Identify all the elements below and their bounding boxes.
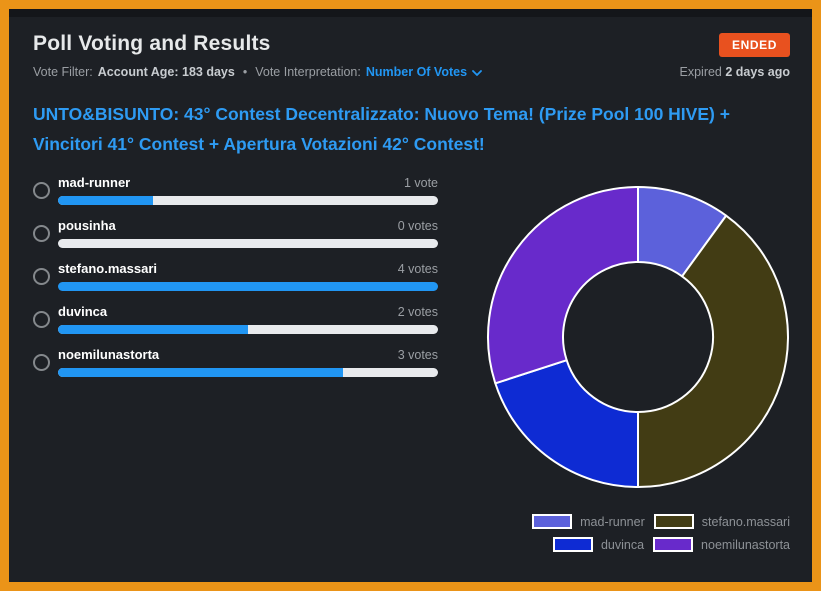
chevron-down-icon <box>472 70 482 76</box>
option-body: noemilunastorta 3 votes <box>58 347 438 377</box>
vote-progress-bar <box>58 325 438 334</box>
option-body: mad-runner 1 vote <box>58 175 438 205</box>
vote-progress-fill <box>58 368 343 377</box>
option-body: pousinha 0 votes <box>58 218 438 248</box>
account-age-value: Account Age: 183 days <box>97 65 235 79</box>
option-vote-count: 3 votes <box>397 348 438 362</box>
vote-filter: Vote Filter: Account Age: 183 days • Vot… <box>33 65 482 79</box>
radio-button[interactable] <box>33 267 50 285</box>
radio-button[interactable] <box>33 310 50 328</box>
option-label: duvinca <box>58 304 108 319</box>
poll-panel: Poll Voting and Results ENDED Vote Filte… <box>9 17 812 582</box>
vote-progress-fill <box>58 196 153 205</box>
status-badge: ENDED <box>718 33 790 57</box>
chart-segment-duvinca[interactable] <box>494 359 639 488</box>
vote-progress-fill <box>58 282 438 291</box>
radio-button[interactable] <box>33 224 50 242</box>
legend-swatch <box>532 514 573 529</box>
poll-question: UNTO&BISUNTO: 43° Contest Decentralizzat… <box>33 104 730 154</box>
chart-segment-noemilunastorta[interactable] <box>487 186 639 385</box>
filter-row: Vote Filter: Account Age: 183 days • Vot… <box>33 65 790 79</box>
option-body: duvinca 2 votes <box>58 304 438 334</box>
poll-options-list: mad-runner 1 vote pousinha 0 votes stefano.m… <box>33 175 438 377</box>
legend-label: noemilunastorta <box>701 537 790 552</box>
chart-legend: mad-runner stefano.massari duvinca noemilun… <box>532 514 790 552</box>
vote-filter-label: Vote Filter: <box>33 65 93 79</box>
poll-option: mad-runner 1 vote <box>33 175 438 205</box>
radio-button[interactable] <box>33 181 50 199</box>
vote-interpretation-value: Number Of Votes <box>365 65 468 79</box>
option-vote-count: 2 votes <box>397 305 438 319</box>
legend-swatch <box>653 514 694 529</box>
vote-interpretation-label: Vote Interpretation: <box>255 65 361 79</box>
legend-item-mad-runner[interactable]: mad-runner <box>532 514 645 529</box>
legend-label: stefano.massari <box>701 514 790 529</box>
legend-swatch <box>552 537 593 552</box>
legend-row: mad-runner stefano.massari <box>532 514 790 529</box>
chart-segment-stefano.massari[interactable] <box>637 214 789 488</box>
option-vote-count: 0 votes <box>397 219 438 233</box>
option-vote-count: 1 vote <box>403 176 438 190</box>
vote-progress-bar <box>58 368 438 377</box>
donut-chart <box>483 182 793 492</box>
legend-item-stefano.massari[interactable]: stefano.massari <box>653 514 790 529</box>
legend-label: duvinca <box>600 537 645 552</box>
legend-row: duvinca noemilunastorta <box>552 537 790 552</box>
option-label: stefano.massari <box>58 261 157 276</box>
radio-button[interactable] <box>33 353 50 371</box>
option-vote-count: 4 votes <box>397 262 438 276</box>
vote-interpretation-select[interactable]: Number Of Votes <box>366 65 482 79</box>
expired-status: Expired 2 days ago <box>680 65 791 79</box>
vote-progress-bar <box>58 239 438 248</box>
expired-value: 2 days ago <box>725 65 790 79</box>
header: Poll Voting and Results ENDED <box>33 31 790 57</box>
poll-option: duvinca 2 votes <box>33 304 438 334</box>
option-label: pousinha <box>58 218 116 233</box>
poll-option: stefano.massari 4 votes <box>33 261 438 291</box>
dot-separator: • <box>242 65 248 79</box>
legend-item-duvinca[interactable]: duvinca <box>552 537 645 552</box>
page-title: Poll Voting and Results <box>33 32 271 55</box>
page-background: Poll Voting and Results ENDED Vote Filte… <box>9 9 812 582</box>
option-label: mad-runner <box>58 175 131 190</box>
legend-swatch <box>653 537 694 552</box>
option-label: noemilunastorta <box>58 347 160 362</box>
legend-item-noemilunastorta[interactable]: noemilunastorta <box>653 537 790 552</box>
vote-progress-bar <box>58 282 438 291</box>
expired-label: Expired <box>679 65 722 79</box>
poll-option: pousinha 0 votes <box>33 218 438 248</box>
poll-option: noemilunastorta 3 votes <box>33 347 438 377</box>
legend-label: mad-runner <box>580 514 645 529</box>
vote-progress-bar <box>58 196 438 205</box>
option-body: stefano.massari 4 votes <box>58 261 438 291</box>
vote-progress-fill <box>58 325 248 334</box>
